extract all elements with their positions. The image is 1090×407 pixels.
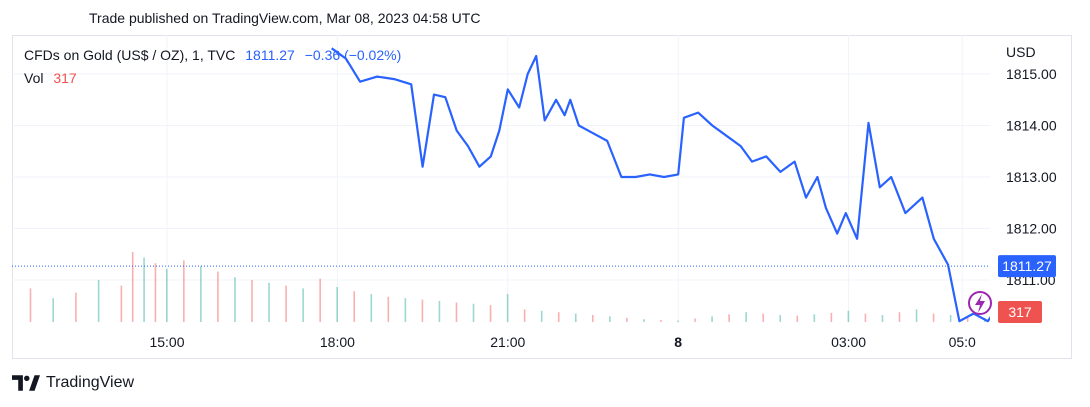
volume-bar	[728, 314, 730, 322]
volume-bar	[200, 266, 202, 322]
volume-bar	[574, 313, 577, 322]
currency-label[interactable]: USD	[1006, 44, 1036, 60]
volume-bar	[1052, 312, 1054, 322]
volume-bar	[540, 310, 543, 322]
volume-bar	[370, 294, 373, 322]
volume-bar	[455, 302, 458, 322]
last-price-tag	[998, 255, 1056, 278]
chart-plot[interactable]: 1815.001814.001813.001812.001811.0015:00…	[12, 35, 1072, 359]
volume-bar	[949, 315, 952, 322]
volume-legend: Vol 317	[24, 70, 77, 86]
volume-bar	[694, 318, 696, 322]
volume-bar	[131, 252, 134, 322]
time-tick-label: 18:00	[320, 334, 355, 350]
volume-bar	[660, 319, 662, 322]
volume-bar	[353, 291, 356, 322]
volume-bar	[438, 301, 441, 322]
published-caption: Trade published on TradingView.com, Mar …	[89, 10, 481, 26]
time-tick-label: 03:00	[831, 334, 866, 350]
footer-brand[interactable]: TradingView	[12, 374, 134, 392]
volume-bar	[609, 316, 611, 322]
volume-bar	[915, 309, 918, 322]
volume-bar	[154, 263, 157, 322]
volume-bar	[898, 312, 901, 322]
volume-bar	[472, 303, 475, 322]
volume-bar	[52, 298, 54, 322]
chart-frame	[12, 35, 1072, 359]
volume-bar	[234, 277, 236, 322]
volume-bar	[166, 268, 168, 322]
volume-bar	[336, 287, 338, 322]
lightning-bolt-icon	[975, 294, 985, 313]
volume-bar	[404, 298, 407, 322]
volume-tag-label: 317	[1008, 304, 1032, 320]
volume-bar	[97, 280, 100, 322]
price-tick-label: 1815.00	[1006, 66, 1057, 82]
price-tick-label: 1812.00	[1006, 221, 1057, 237]
volume-bar	[557, 312, 560, 322]
volume-bar	[881, 315, 884, 322]
volume-bar	[864, 313, 867, 322]
volume-bar	[779, 315, 782, 322]
last-price: 1811.27	[245, 47, 295, 63]
volume-bar	[847, 310, 850, 322]
volume-bar	[75, 292, 77, 322]
volume-bar	[268, 282, 270, 322]
volume-bar	[183, 260, 185, 322]
volume-bar	[217, 271, 219, 322]
volume-bar	[421, 299, 424, 322]
symbol-name[interactable]: CFDs on Gold (US$ / OZ), 1, TVC	[24, 47, 236, 63]
volume-bar	[966, 316, 969, 322]
volume-bar	[120, 285, 123, 322]
volume-value: 317	[53, 70, 77, 86]
volume-bar	[643, 319, 645, 322]
volume-bar	[745, 312, 747, 322]
volume-bar	[489, 305, 492, 322]
volume-label[interactable]: Vol	[24, 70, 44, 86]
time-tick-label: 21:00	[490, 334, 525, 350]
volume-bar	[387, 296, 390, 322]
volume-bar	[830, 312, 833, 322]
volume-bar	[932, 313, 935, 322]
volume-bar	[143, 257, 145, 322]
symbol-legend: CFDs on Gold (US$ / OZ), 1, TVC 1811.27 …	[24, 47, 401, 63]
time-tick-label: 8	[674, 334, 682, 350]
price-tick-label: 1814.00	[1006, 118, 1057, 134]
volume-bar	[1069, 310, 1071, 322]
price-tick-label: 1813.00	[1006, 169, 1057, 185]
volume-bar	[626, 317, 628, 322]
time-tick-label: 05:0	[949, 334, 976, 350]
price-change: −0.36 (−0.02%)	[304, 47, 402, 63]
tradingview-logo-icon	[12, 375, 40, 391]
volume-bar	[302, 288, 304, 322]
volume-bar	[523, 309, 526, 322]
volume-bar	[285, 285, 287, 322]
price-line[interactable]	[331, 47, 1072, 323]
time-tick-label: 15:00	[149, 334, 184, 350]
volume-bar	[762, 313, 764, 322]
volume-bar	[796, 315, 799, 322]
volume-bar	[319, 278, 321, 322]
volume-bar	[592, 315, 594, 322]
volume-bar	[813, 314, 816, 322]
volume-bar	[677, 320, 679, 322]
volume-bar	[506, 294, 509, 322]
volume-tag	[998, 301, 1042, 323]
volume-bar	[251, 280, 253, 322]
last-price-tag-label: 1811.27	[1002, 258, 1052, 274]
volume-bar	[711, 316, 713, 322]
brand-name: TradingView	[46, 374, 135, 391]
volume-bar	[29, 288, 32, 322]
